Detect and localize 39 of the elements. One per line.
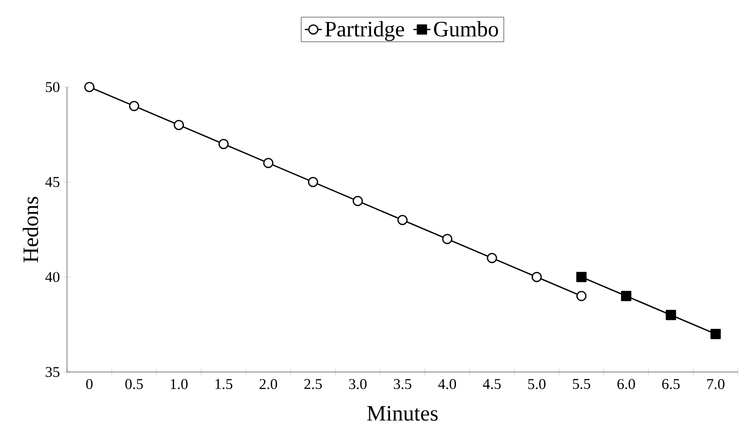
y-tick-label: 35 <box>46 366 60 378</box>
x-tick-label: 5.0 <box>528 379 546 390</box>
x-tick-label: 2.5 <box>304 379 322 390</box>
point <box>532 272 542 282</box>
point <box>710 328 721 340</box>
x-axis-title: Minutes <box>367 406 438 421</box>
x-tick-label: 3.0 <box>349 379 367 390</box>
x-tick-label: 0.5 <box>125 379 143 390</box>
x-tick-label: 6.0 <box>617 379 635 390</box>
legend-label: Partridge <box>325 21 404 42</box>
x-tick-label: 4.5 <box>482 379 501 390</box>
x-tick-label: 5.5 <box>572 379 590 390</box>
point <box>218 138 229 150</box>
y-axis-title: Hedons <box>22 196 38 262</box>
x-tick-label: 0 <box>86 379 93 390</box>
x-tick-label: 4.0 <box>438 379 456 390</box>
x-tick-label: 6.5 <box>662 379 680 390</box>
y-tick-label: 45 <box>45 177 60 187</box>
x-tick-label: 1.0 <box>170 379 188 390</box>
point <box>576 290 587 302</box>
legend-label: Gumbo <box>434 21 498 37</box>
y-tick-label: 40 <box>45 272 60 282</box>
point <box>621 290 632 302</box>
point <box>352 196 363 206</box>
point <box>576 272 587 282</box>
point <box>397 214 408 226</box>
point <box>263 158 274 168</box>
point <box>84 82 95 92</box>
point <box>128 100 140 112</box>
point <box>174 120 184 130</box>
x-tick-label: 1.5 <box>216 379 232 390</box>
y-tick-label: 50 <box>46 82 60 92</box>
point <box>308 176 318 188</box>
point <box>442 234 452 244</box>
point <box>486 252 498 264</box>
x-tick-label: 2.0 <box>260 379 278 390</box>
x-tick-label: 7.0 <box>707 379 724 390</box>
point <box>666 310 676 320</box>
x-tick-label: 3.5 <box>394 379 412 390</box>
